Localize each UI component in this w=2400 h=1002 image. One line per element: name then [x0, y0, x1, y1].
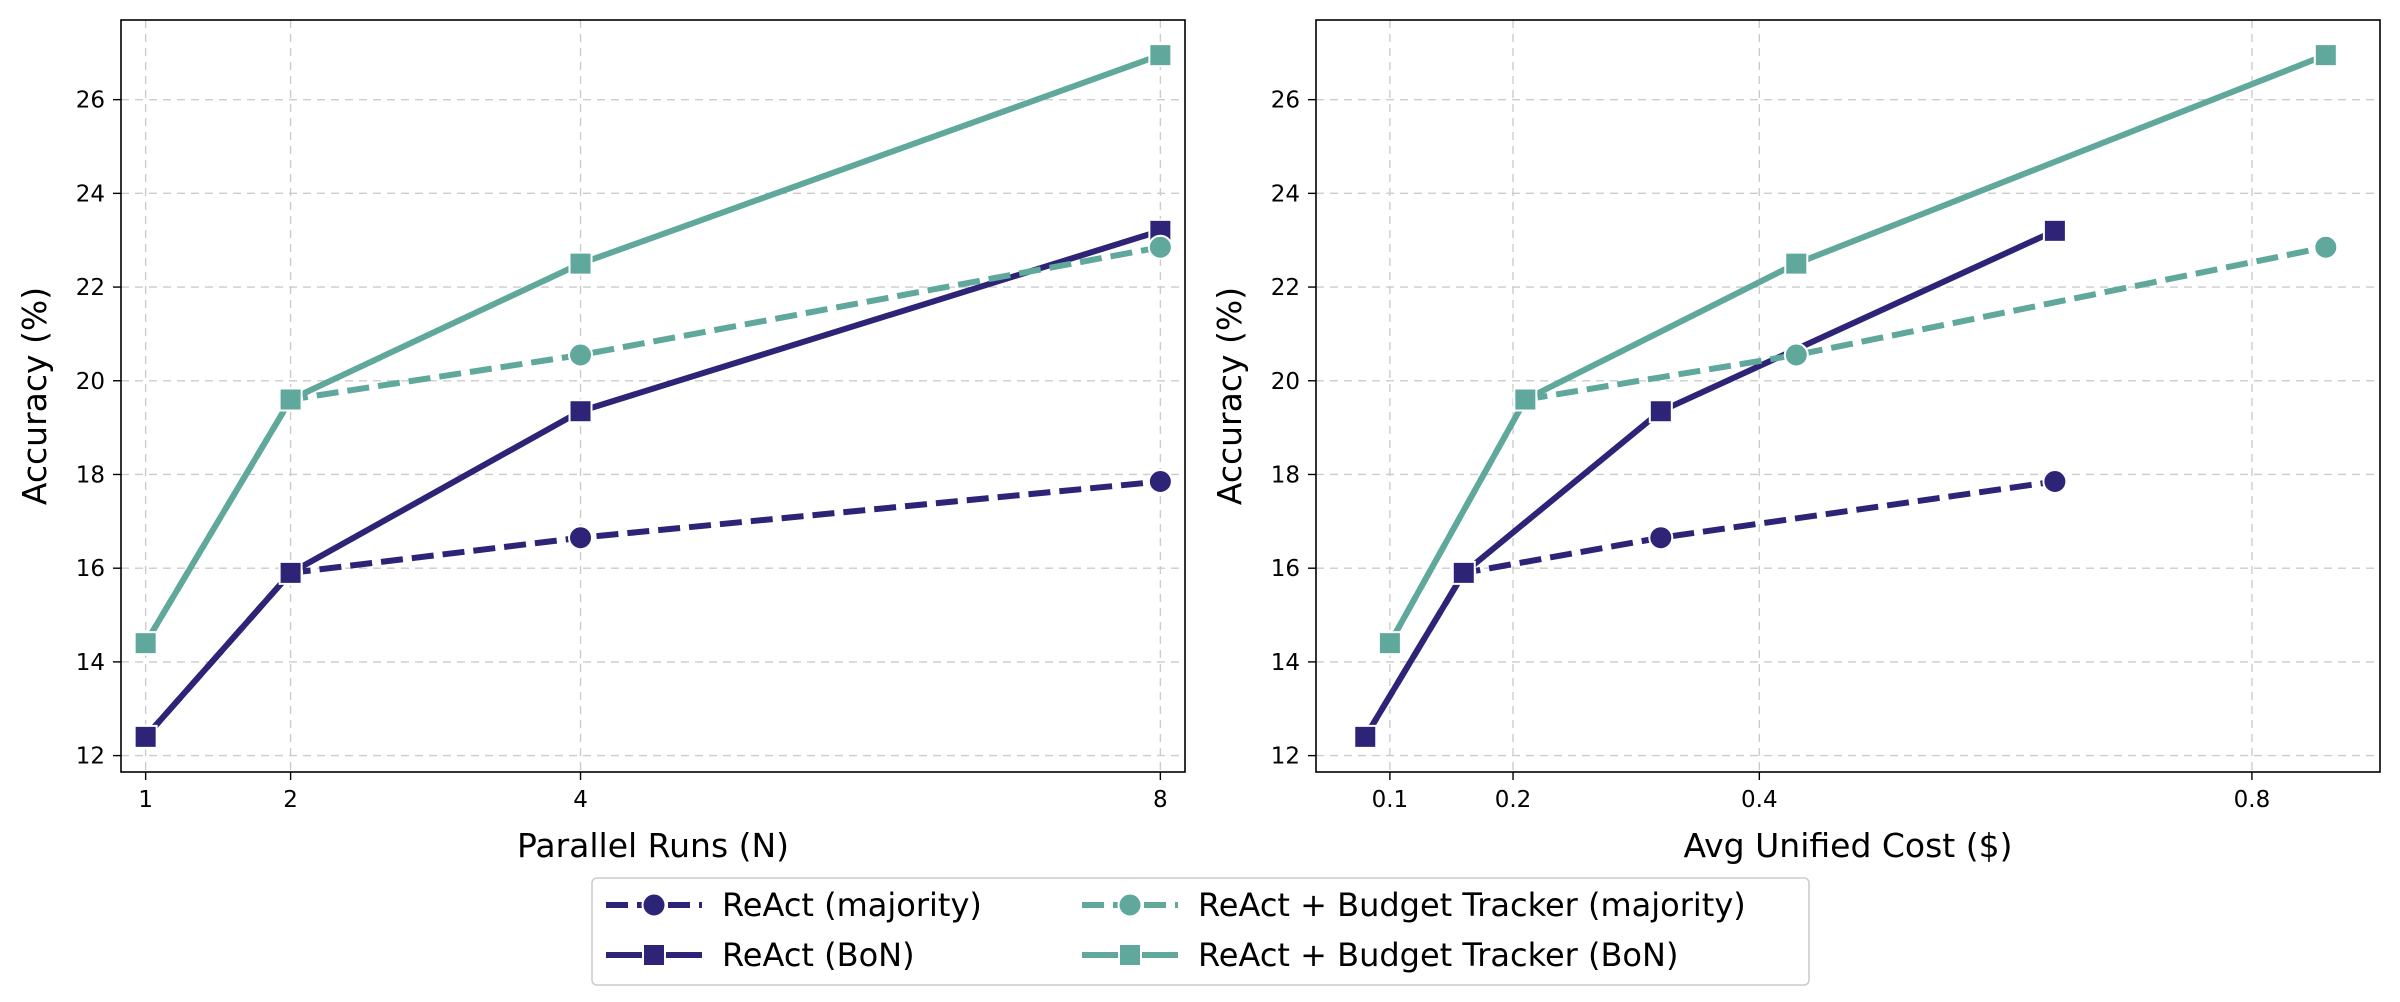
panel-2-line-react-bon	[1362, 228, 2057, 739]
legend-label-react-budget-tracker-majority: ReAct + Budget Tracker (majority)	[1198, 886, 1746, 924]
panel-2-point-react-budget-tracker-bon	[2313, 43, 2338, 68]
panel-1-line-react-majority	[143, 478, 1161, 739]
panel-1-x-axis-label: Parallel Runs (N)	[517, 826, 789, 865]
legend: ReAct (majority) ReAct (BoN) ReAct + Budge…	[591, 877, 1810, 986]
panel-2-y-tick-label: 24	[1271, 181, 1300, 207]
panel-2-point-react-budget-tracker-majority	[1783, 342, 1809, 368]
panel-2-point-react-majority	[1648, 525, 1674, 551]
panel-2-y-tick-label: 14	[1271, 650, 1300, 676]
panel-1-point-react-budget-tracker-bon	[1148, 43, 1173, 68]
panel-1-y-tick-label: 20	[76, 369, 105, 395]
panel-2-y-tick-label: 12	[1271, 744, 1300, 770]
panel-2-plot-frame	[1315, 19, 2381, 773]
legend-marker-react-bon	[642, 943, 666, 967]
panel-1-y-tick-label: 22	[76, 275, 105, 301]
panel-2-y-tick-label: 22	[1271, 275, 1300, 301]
panel-1-point-react-budget-tracker-bon	[278, 387, 303, 412]
panel-2-point-react-budget-tracker-bon	[1377, 631, 1402, 656]
panel-1-y-tick-label: 14	[76, 650, 105, 676]
panel-1-line-react-budget-tracker-bon	[143, 52, 1162, 645]
panel-2-point-react-budget-tracker-majority	[2313, 234, 2339, 260]
legend-frame	[591, 877, 1810, 986]
panel-2-y-axis-label: Accuracy (%)	[1210, 287, 1249, 505]
panel-2-point-react-bon	[1451, 560, 1476, 585]
panel-2-y-tick-label: 20	[1271, 369, 1300, 395]
panel-1-x-tick-label: 8	[1153, 787, 1168, 813]
legend-marker-react-budget-tracker-majority	[1117, 892, 1143, 918]
panel-2-line-react-budget-tracker-bon	[1387, 52, 2327, 645]
panel-2-x-tick-label: 0.2	[1495, 787, 1532, 813]
panel-1-point-react-majority	[1147, 469, 1173, 495]
panel-2-x-axis-label: Avg Unified Cost ($)	[1684, 826, 2013, 865]
panel-1-point-react-budget-tracker-majority	[1147, 234, 1173, 260]
panel-1-y-tick-label: 24	[76, 181, 105, 207]
panel-1-x-tick-label: 2	[283, 787, 298, 813]
panel-1-point-react-bon	[278, 560, 303, 585]
panel-1-y-tick-label: 12	[76, 744, 105, 770]
panel-2-point-react-bon	[2042, 218, 2067, 243]
right-panel-unified-cost: 0.1 0.2 0.4 0.8 12 14 16 18 20 22 24 26 Avg Unified …	[1210, 19, 2381, 865]
panel-2-x-tick-label: 0.8	[2234, 787, 2271, 813]
panel-2-point-react-budget-tracker-bon	[1513, 387, 1538, 412]
panel-1-point-react-bon	[133, 724, 158, 749]
legend-label-react-budget-tracker-bon: ReAct + Budget Tracker (BoN)	[1198, 936, 1678, 974]
panel-1-point-react-budget-tracker-majority	[568, 342, 594, 368]
panel-2-y-tick-label: 16	[1271, 556, 1300, 582]
legend-label-react-bon: ReAct (BoN)	[722, 936, 915, 974]
panel-2-line-react-majority	[1362, 478, 2056, 739]
panel-1-y-tick-label: 26	[76, 88, 105, 114]
legend-marker-react-majority	[641, 892, 667, 918]
panel-2-x-tick-label: 0.4	[1741, 787, 1778, 813]
panel-1-x-tick-label: 1	[138, 787, 153, 813]
panel-2-point-react-budget-tracker-bon	[1784, 251, 1809, 276]
panel-2-point-react-bon	[1648, 399, 1673, 424]
panel-2-x-tick-label: 0.1	[1372, 787, 1409, 813]
panel-1-point-react-budget-tracker-bon	[568, 251, 593, 276]
legend-label-react-majority: ReAct (majority)	[722, 886, 982, 924]
panel-1-y-tick-label: 18	[76, 462, 105, 488]
panel-1-point-react-budget-tracker-bon	[133, 631, 158, 656]
panel-1-line-react-bon	[143, 227, 1162, 739]
panel-2-y-tick-label: 26	[1271, 88, 1300, 114]
legend-marker-react-budget-tracker-bon	[1118, 943, 1142, 967]
panel-1-point-react-majority	[568, 525, 594, 551]
panel-2-y-tick-label: 18	[1271, 462, 1300, 488]
panel-2-line-react-budget-tracker-majority	[1387, 244, 2327, 645]
panel-2-point-react-majority	[2042, 469, 2068, 495]
panel-1-y-tick-label: 16	[76, 556, 105, 582]
panel-1-point-react-bon	[568, 399, 593, 424]
panel-1-x-tick-label: 4	[573, 787, 588, 813]
panel-1-plot-frame	[120, 19, 1186, 773]
panel-2-point-react-bon	[1353, 724, 1378, 749]
panel-1-y-axis-label: Accuracy (%)	[15, 287, 54, 505]
